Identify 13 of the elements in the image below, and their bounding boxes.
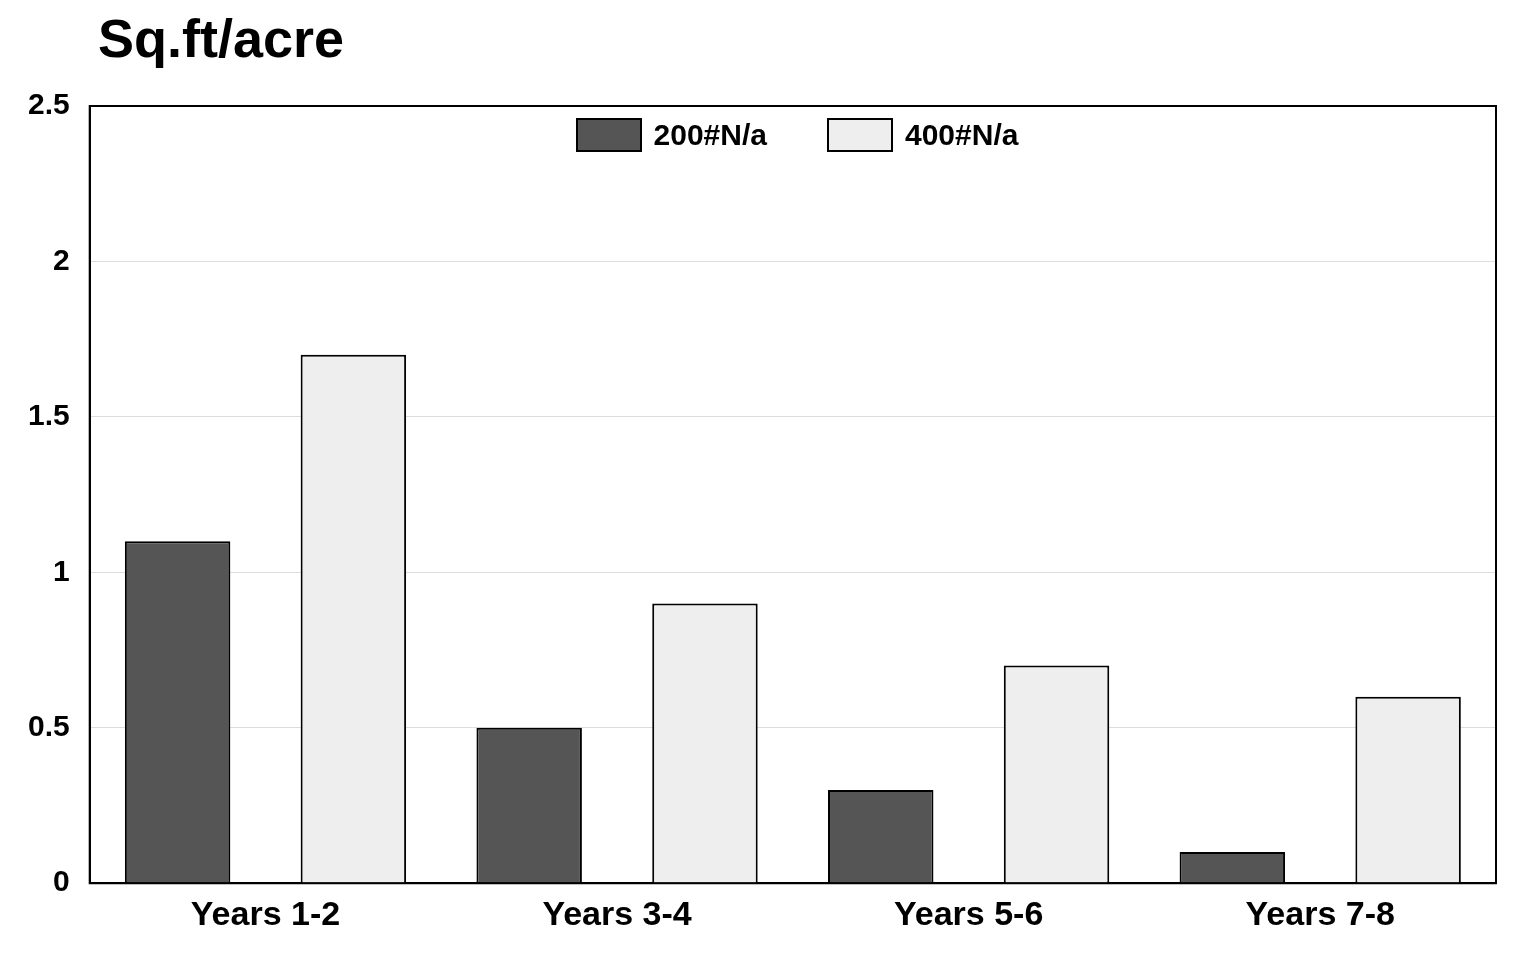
- x-tick-label: Years 3-4: [542, 893, 692, 932]
- y-tick-label: 2: [53, 242, 70, 276]
- x-tick-label: Years 5-6: [893, 893, 1044, 932]
- legend-label: 200#N/a: [653, 118, 767, 152]
- y-tick-label: 0: [53, 864, 70, 898]
- y-tick-label: 2.5: [27, 87, 70, 121]
- y-tick-label: 1: [53, 553, 70, 587]
- legend-label: 400#N/a: [905, 118, 1019, 152]
- y-tick-label: 1.5: [27, 398, 70, 432]
- y-axis-title: Sq.ft/acre: [98, 8, 346, 68]
- x-tick-label: Years 7-8: [1245, 893, 1395, 932]
- x-tick-label: Years 1-2: [190, 893, 341, 932]
- y-tick-label: 0.5: [27, 709, 70, 743]
